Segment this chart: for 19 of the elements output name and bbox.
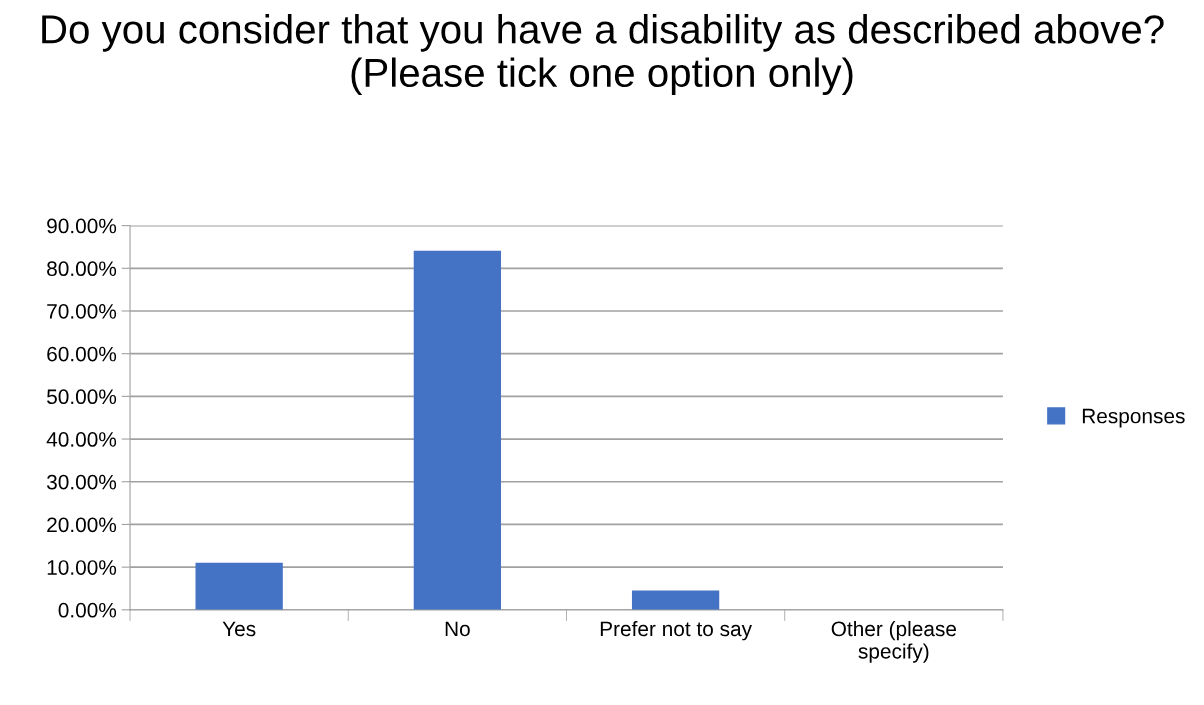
x-tick-label: Prefer not to say <box>600 620 752 641</box>
x-tick-label: No <box>445 621 470 637</box>
legend-label: Responses <box>1082 408 1185 428</box>
y-tick-label: 20.00% <box>47 517 117 533</box>
y-tick-label: 90.00% <box>47 218 117 234</box>
y-tick-label: 80.00% <box>47 261 117 277</box>
y-tick-label: 70.00% <box>47 303 117 319</box>
y-tick-label: 30.00% <box>46 474 117 490</box>
chart-title: Do you consider that you have a disability as described above? (Please tick one option only) <box>42 14 1164 96</box>
x-tick-label: Yes <box>222 621 256 637</box>
bar <box>631 590 720 610</box>
y-tick-label: 60.00% <box>47 346 117 362</box>
y-tick-label: 0.00% <box>58 602 117 618</box>
x-tick-label: Other (please specify) <box>831 620 957 663</box>
y-tick-label: 10.00% <box>47 560 117 575</box>
bar <box>413 250 502 610</box>
bar <box>195 562 283 610</box>
y-tick-label: 40.00% <box>46 432 117 447</box>
y-tick-label: 50.00% <box>47 389 117 405</box>
